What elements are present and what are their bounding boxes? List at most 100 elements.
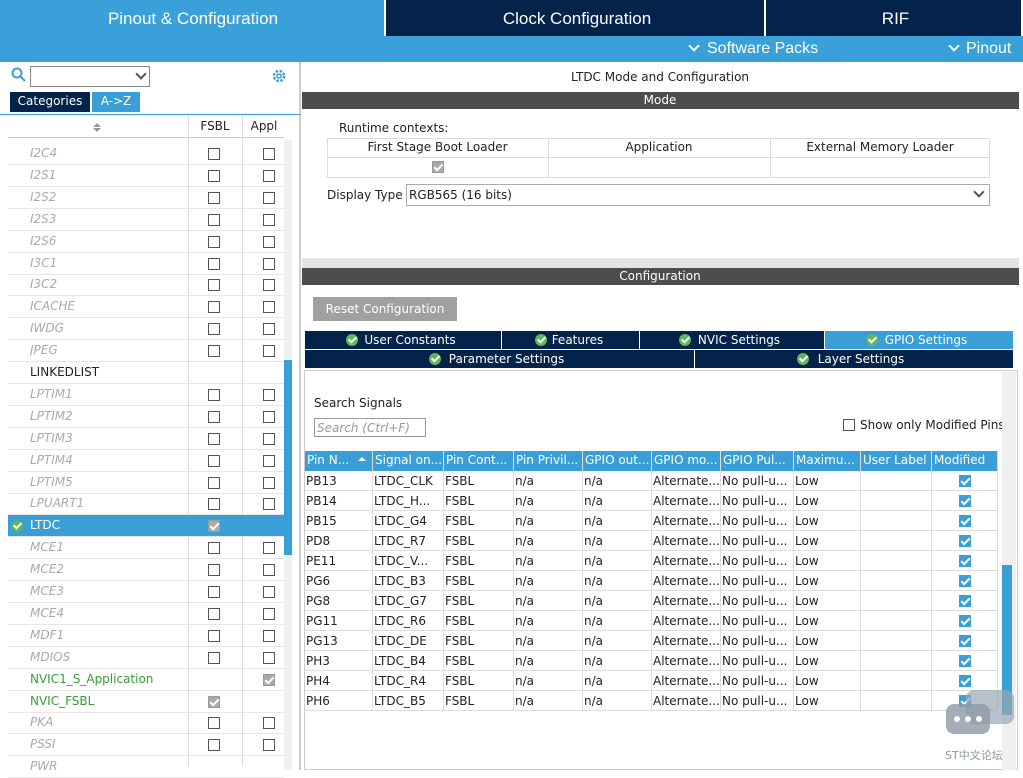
select-value[interactable]: RGB565 (16 bits) [409,188,512,202]
checkbox[interactable] [843,419,855,431]
menu-item[interactable]: Software Packs [707,40,819,57]
column-header[interactable]: GPIO Pul... [723,453,786,467]
list-item-name[interactable]: I2S2 [30,189,57,204]
list-item-name[interactable]: MCE2 [30,562,64,577]
modified-checkbox[interactable] [959,575,971,587]
fsbl-checkbox[interactable] [208,520,220,533]
list-item-name[interactable]: MDF1 [30,627,65,642]
top-tab-label[interactable]: Clock Configuration [502,9,652,28]
settings-icon[interactable] [270,67,288,85]
appl-checkbox[interactable] [263,542,275,555]
fsbl-checkbox[interactable] [208,476,220,489]
fsbl-checkbox[interactable] [208,301,220,314]
list-item-name[interactable]: I2C4 [30,146,58,160]
fsbl-checkbox[interactable] [208,498,220,511]
tab-label[interactable]: User Constants [364,333,456,347]
appl-checkbox[interactable] [263,279,275,292]
top-tab-label[interactable]: Pinout & Configuration [107,9,279,28]
fsbl-checkbox[interactable] [208,323,220,336]
menu-item[interactable]: Pinout [966,40,1012,57]
column-header[interactable]: GPIO out... [585,453,650,467]
fsbl-checkbox[interactable] [208,148,220,160]
appl-checkbox[interactable] [263,717,275,730]
tab-label[interactable]: Layer Settings [817,352,905,366]
appl-checkbox[interactable] [263,476,275,489]
fsbl-checkbox[interactable] [208,564,220,577]
modified-checkbox[interactable] [959,635,971,647]
appl-checkbox[interactable] [263,323,275,336]
column-header[interactable]: User Label [863,453,927,467]
appl-checkbox[interactable] [263,235,275,248]
fsbl-checkbox[interactable] [208,607,220,620]
list-item-name[interactable]: I2S1 [30,167,57,182]
tab-label[interactable]: NVIC Settings [697,333,781,347]
list-item-name[interactable]: LPUART1 [30,496,85,511]
list-item-name[interactable]: I3C2 [30,277,58,292]
fsbl-checkbox[interactable] [208,191,220,204]
column-header[interactable]: Pin N... [307,453,350,467]
list-item-name[interactable]: I2S3 [30,211,57,226]
fsbl-checkbox[interactable] [208,213,220,226]
appl-checkbox[interactable] [263,564,275,577]
fsbl-checkbox[interactable] [208,410,220,423]
appl-checkbox[interactable] [263,673,275,686]
list-item-name[interactable]: MDIOS [30,649,71,664]
column-header[interactable]: Signal on... [375,453,442,467]
list-item-name[interactable]: PSSI [30,737,56,752]
fsbl-checkbox[interactable] [208,454,220,467]
list-item-name[interactable]: I3C1 [30,255,58,270]
button-label[interactable]: Reset Configuration [325,302,445,316]
appl-checkbox[interactable] [263,301,275,314]
tab-label[interactable]: Parameter Settings [448,352,565,366]
appl-checkbox[interactable] [263,345,275,358]
list-item-name[interactable]: NVIC_FSBL [30,693,95,708]
list-item-name[interactable]: LPTIM1 [30,386,73,401]
tab-label[interactable]: Features [551,333,604,347]
list-item-name[interactable]: LPTIM4 [30,452,73,467]
fsbl-checkbox[interactable] [208,257,220,270]
list-item-name[interactable]: PKA [30,715,54,730]
list-item-name[interactable]: MCE3 [30,584,64,598]
modified-checkbox[interactable] [959,555,971,567]
modified-checkbox[interactable] [959,615,971,627]
fsbl-checkbox[interactable] [208,388,220,401]
list-item-name[interactable]: IWDG [30,321,64,336]
list-item-name[interactable]: JPEG [30,343,58,358]
appl-checkbox[interactable] [263,148,275,160]
list-item-name[interactable]: MCE4 [30,605,64,620]
context-checkbox[interactable] [431,161,444,173]
column-header[interactable]: Modified [934,453,986,467]
fsbl-checkbox[interactable] [208,279,220,292]
appl-checkbox[interactable] [263,432,275,445]
column-header[interactable]: GPIO mo... [654,453,718,467]
appl-checkbox[interactable] [263,629,275,642]
appl-checkbox[interactable] [263,586,275,598]
modified-checkbox[interactable] [959,655,971,667]
appl-checkbox[interactable] [263,169,275,182]
tab-label[interactable]: A->Z [100,94,132,108]
modified-checkbox[interactable] [959,675,971,687]
fsbl-checkbox[interactable] [208,717,220,730]
modified-checkbox[interactable] [959,495,971,507]
list-item-name[interactable]: PWR [30,759,58,774]
fsbl-checkbox[interactable] [208,542,220,555]
fsbl-checkbox[interactable] [208,586,220,598]
appl-checkbox[interactable] [263,607,275,620]
list-item-name[interactable]: LPTIM2 [30,408,73,423]
modified-checkbox[interactable] [959,515,971,527]
column-header[interactable]: Pin Cont... [446,453,508,467]
fsbl-checkbox[interactable] [208,739,220,752]
list-item-name[interactable]: LTDC [30,518,60,533]
top-tab-label[interactable]: RIF [881,9,910,28]
column-header[interactable]: Pin Privil... [516,453,579,467]
fsbl-checkbox[interactable] [208,695,220,708]
tab-label[interactable]: GPIO Settings [884,333,968,347]
appl-checkbox[interactable] [263,388,275,401]
appl-checkbox[interactable] [263,257,275,270]
list-item-name[interactable]: LINKEDLIST [30,365,100,379]
modified-checkbox[interactable] [959,535,971,547]
list-item-name[interactable]: LPTIM3 [30,430,73,445]
appl-checkbox[interactable] [263,410,275,423]
fsbl-checkbox[interactable] [208,629,220,642]
list-item-name[interactable]: ICACHE [30,299,76,314]
